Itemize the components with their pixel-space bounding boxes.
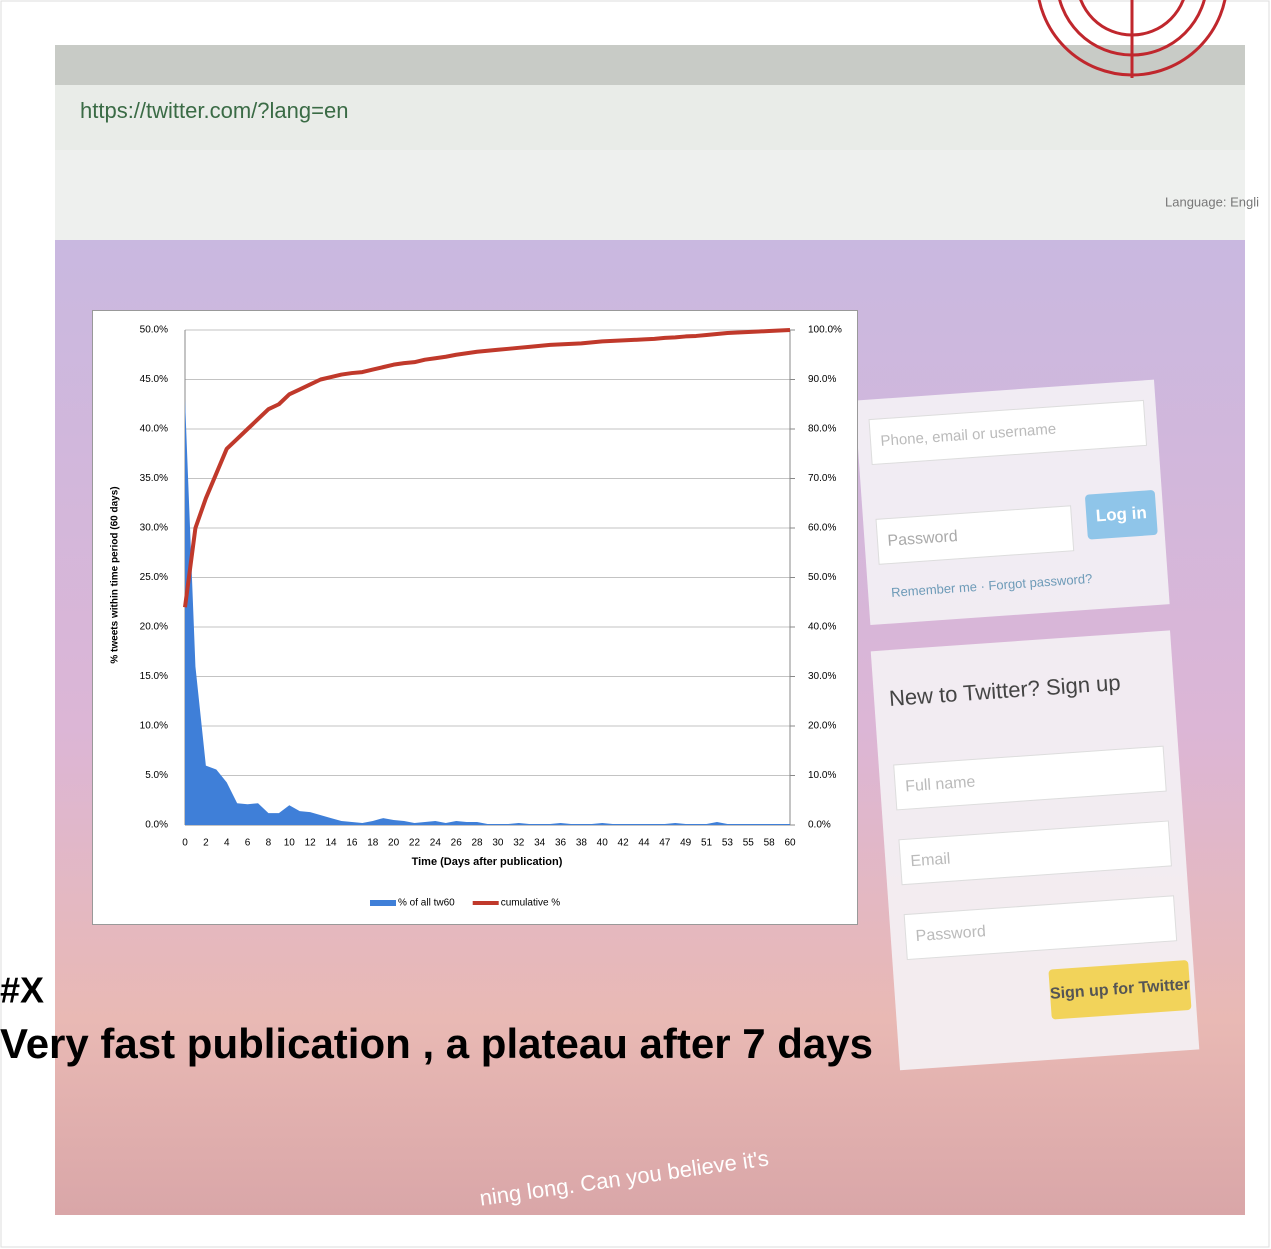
y2-tick-label: 90.0%	[808, 374, 836, 385]
x-tick-label: 30	[492, 838, 504, 849]
email-field: Email	[910, 851, 951, 871]
x-tick-label: 32	[513, 838, 525, 849]
x-tick-label: 2	[203, 838, 209, 849]
browser-chrome	[55, 45, 1245, 85]
x-tick-label: 34	[534, 838, 546, 849]
chart: % tweets within time period (60 days) Ti…	[92, 310, 859, 926]
y-tick-label: 5.0%	[145, 770, 168, 781]
y2-tick-label: 10.0%	[808, 770, 836, 781]
y-tick-label: 0.0%	[145, 820, 168, 831]
slide-headline: Very fast publication , a plateau after …	[0, 1020, 873, 1067]
y-tick-label: 25.0%	[140, 572, 168, 583]
x-tick-label: 58	[764, 838, 776, 849]
site-header	[55, 150, 1245, 240]
y-tick-label: 35.0%	[140, 473, 168, 484]
language: Language: Engli	[1165, 194, 1259, 209]
x-tick-label: 55	[743, 838, 755, 849]
x-tick-label: 60	[784, 838, 796, 849]
y2-tick-label: 100.0%	[808, 325, 842, 336]
x-tick-label: 10	[284, 838, 296, 849]
x-tick-label: 42	[618, 838, 630, 849]
x-tick-label: 12	[305, 838, 317, 849]
x-tick-label: 18	[367, 838, 379, 849]
y-tick-label: 45.0%	[140, 374, 168, 385]
x-axis-label: Time (Days after publication)	[412, 856, 563, 868]
x-tick-label: 28	[472, 838, 484, 849]
x-tick-label: 51	[701, 838, 713, 849]
y2-tick-label: 60.0%	[808, 523, 836, 534]
x-tick-label: 49	[680, 838, 692, 849]
y-tick-label: 30.0%	[140, 523, 168, 534]
legend-label: % of all tw60	[398, 898, 455, 909]
y-tick-label: 50.0%	[140, 325, 168, 336]
y2-tick-label: 40.0%	[808, 622, 836, 633]
x-tick-label: 0	[182, 838, 188, 849]
x-tick-label: 16	[346, 838, 358, 849]
x-tick-label: 24	[430, 838, 442, 849]
slide-tag: #X	[0, 970, 44, 1011]
y-tick-label: 40.0%	[140, 424, 168, 435]
legend-label: cumulative %	[501, 898, 561, 909]
x-tick-label: 6	[245, 838, 251, 849]
y2-tick-label: 80.0%	[808, 424, 836, 435]
x-tick-label: 26	[451, 838, 463, 849]
y2-tick-label: 70.0%	[808, 473, 836, 484]
signup-panel: New to Twitter? Sign up Full name Email …	[871, 630, 1200, 1070]
legend-swatch	[370, 900, 396, 906]
x-tick-label: 38	[576, 838, 588, 849]
y2-tick-label: 20.0%	[808, 721, 836, 732]
x-tick-label: 4	[224, 838, 230, 849]
y-axis-label: % tweets within time period (60 days)	[110, 486, 121, 663]
x-tick-label: 36	[555, 838, 567, 849]
y2-tick-label: 50.0%	[808, 572, 836, 583]
chart-frame	[93, 311, 858, 925]
y-tick-label: 15.0%	[140, 671, 168, 682]
url: https://twitter.com/?lang=en	[80, 98, 348, 123]
x-tick-label: 20	[388, 838, 400, 849]
x-tick-label: 47	[659, 838, 671, 849]
y-tick-label: 10.0%	[140, 721, 168, 732]
y-tick-label: 20.0%	[140, 622, 168, 633]
y2-tick-label: 0.0%	[808, 820, 831, 831]
login-panel: Phone, email or username Password Log in…	[855, 380, 1170, 625]
slide: https://twitter.com/?lang=en Language: E…	[0, 0, 1271, 1249]
x-tick-label: 53	[722, 838, 734, 849]
login-button-label: Log in	[1095, 503, 1147, 526]
x-tick-label: 14	[325, 838, 337, 849]
x-tick-label: 40	[597, 838, 609, 849]
y2-tick-label: 30.0%	[808, 671, 836, 682]
x-tick-label: 8	[266, 838, 272, 849]
x-tick-label: 22	[409, 838, 421, 849]
x-tick-label: 44	[638, 838, 650, 849]
